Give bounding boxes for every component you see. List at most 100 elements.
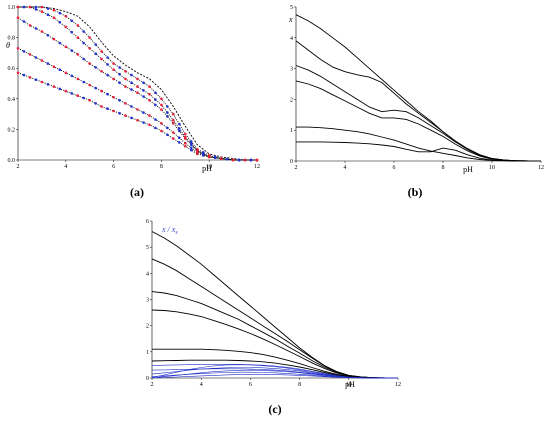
data-point — [46, 62, 50, 65]
y-tick-label: 0.0 — [8, 158, 16, 164]
data-point — [255, 158, 259, 162]
data-point — [22, 5, 26, 9]
x-tick-label: 6 — [249, 382, 252, 388]
x-tick-label: 10 — [489, 165, 495, 171]
y-tick-label: 3 — [290, 67, 293, 73]
data-point — [124, 102, 127, 105]
data-point — [231, 158, 235, 162]
data-point — [130, 73, 133, 77]
data-point — [148, 123, 151, 127]
data-point — [201, 154, 205, 157]
data-point — [184, 141, 187, 145]
data-point — [142, 111, 145, 114]
y-axis-title: θ — [6, 41, 10, 50]
series-line — [18, 6, 257, 161]
data-point — [46, 34, 50, 37]
series-line — [151, 364, 398, 379]
data-point — [225, 157, 229, 161]
y-tick-label: 6 — [146, 219, 149, 225]
data-point — [118, 66, 121, 69]
data-point — [40, 80, 44, 84]
panel-label-b: (b) — [408, 185, 423, 199]
data-point — [178, 129, 181, 133]
data-point — [172, 131, 175, 134]
y-tick-label: 0.4 — [8, 97, 16, 103]
data-point — [82, 41, 85, 45]
series-line — [151, 291, 398, 379]
data-point — [40, 5, 44, 9]
x-tick-label: 8 — [298, 382, 301, 388]
data-point — [142, 81, 145, 84]
series-line — [152, 348, 398, 379]
data-point — [196, 152, 199, 156]
data-point — [136, 108, 139, 111]
x-tick-label: 8 — [442, 165, 445, 171]
x-tick-label: 6 — [112, 164, 115, 170]
x-tick-label: 6 — [393, 165, 396, 171]
data-point — [172, 122, 175, 125]
data-point — [166, 126, 169, 130]
y-tick-label: 5 — [290, 5, 293, 11]
data-point — [142, 89, 145, 92]
data-point — [154, 91, 157, 94]
y-tick-label: 0 — [146, 376, 149, 382]
data-point — [46, 83, 50, 86]
x-axis-title: pH — [202, 164, 212, 173]
data-point — [190, 148, 193, 152]
data-point — [76, 94, 80, 97]
data-point — [178, 127, 181, 130]
data-point — [184, 132, 187, 136]
data-point — [16, 16, 20, 20]
data-point — [94, 86, 97, 90]
data-point — [160, 108, 163, 111]
data-point — [40, 10, 44, 13]
x-tick-label: 12 — [538, 165, 544, 171]
y-axis-title: x / xs — [161, 225, 178, 236]
data-point — [94, 66, 97, 69]
data-point — [160, 103, 163, 107]
series-line — [296, 141, 541, 162]
y-tick-label: 1 — [146, 350, 149, 356]
data-point — [58, 11, 62, 15]
data-point — [136, 85, 139, 88]
data-point — [22, 73, 26, 77]
data-point — [160, 129, 163, 133]
x-tick-label: 2 — [151, 382, 154, 388]
series-line — [17, 72, 257, 161]
data-point — [46, 13, 50, 16]
data-point — [142, 95, 145, 98]
data-point — [70, 92, 74, 95]
data-point — [154, 126, 157, 130]
series-line — [18, 6, 257, 161]
data-point — [136, 91, 139, 94]
y-tick-label: 4 — [290, 36, 293, 42]
data-point — [52, 8, 56, 12]
x-tick-label: 10 — [346, 382, 352, 388]
data-point — [172, 112, 175, 116]
data-point — [58, 41, 62, 45]
data-point — [88, 36, 91, 39]
x-tick-label: 8 — [160, 164, 163, 170]
data-point — [112, 77, 115, 81]
series-line — [151, 231, 398, 379]
y-tick-label: 5 — [146, 245, 149, 251]
data-point — [94, 102, 97, 105]
data-point — [70, 74, 74, 78]
data-point — [190, 146, 193, 150]
data-point — [148, 92, 151, 96]
data-point — [112, 62, 115, 65]
data-point — [112, 68, 115, 71]
data-point — [34, 5, 38, 9]
y-tick-label: 1.0 — [8, 5, 16, 11]
y-tick-label: 0.6 — [8, 66, 16, 72]
data-point — [34, 27, 38, 30]
panel-a: 2 4 6 8 10 12 0.0 0.2 0.4 0.6 0.8 1.0 pH θ — [6, 5, 260, 173]
x-axis-title: pH — [345, 380, 355, 389]
data-point — [166, 105, 169, 108]
data-point — [178, 136, 181, 140]
series-line — [295, 80, 541, 162]
data-point — [190, 143, 193, 146]
data-point — [70, 19, 74, 23]
data-point — [64, 89, 68, 93]
